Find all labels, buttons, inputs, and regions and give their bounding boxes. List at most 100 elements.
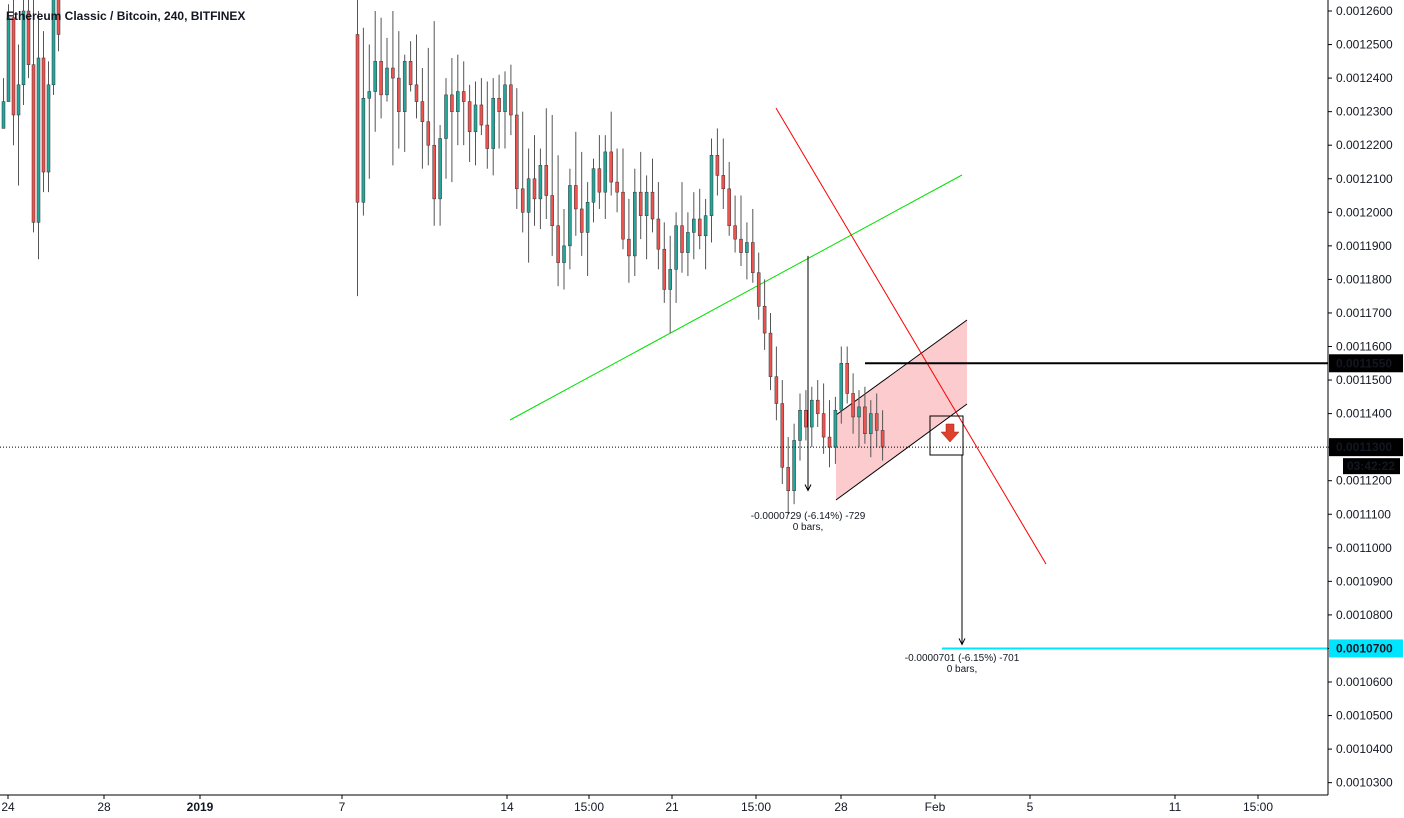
candle-body bbox=[874, 413, 879, 431]
price-tick-label: 0.0012600 bbox=[1336, 4, 1393, 18]
candle bbox=[479, 78, 484, 136]
resistance-level-label-bg bbox=[1329, 354, 1403, 373]
candle bbox=[733, 195, 737, 253]
candle bbox=[31, 0, 36, 233]
candle bbox=[821, 383, 826, 454]
candle bbox=[408, 41, 413, 92]
candle bbox=[467, 84, 472, 162]
time-tick-label: 14 bbox=[500, 800, 514, 814]
candle bbox=[686, 212, 690, 277]
candle bbox=[402, 54, 407, 152]
candle bbox=[751, 208, 755, 283]
candle-body bbox=[402, 61, 407, 112]
current-price-label: 0.0011300 bbox=[1336, 440, 1392, 454]
arrow-down-icon bbox=[940, 423, 960, 443]
price-tick-label: 0.0011700 bbox=[1336, 306, 1392, 320]
countdown-bg bbox=[1343, 458, 1400, 475]
candle-body bbox=[597, 168, 602, 193]
candle bbox=[638, 151, 643, 240]
candle bbox=[46, 61, 51, 193]
price-axis[interactable]: 0.0012600 0.0012500 0.0012400 0.0012300 0.00… bbox=[1327, 0, 1403, 795]
price-tick-label: 0.0010400 bbox=[1336, 742, 1393, 756]
candle bbox=[6, 4, 11, 102]
candle-body bbox=[644, 191, 649, 216]
candle-body bbox=[420, 101, 425, 122]
price-tick-label: 0.0012200 bbox=[1336, 138, 1393, 152]
candle-body bbox=[41, 57, 46, 173]
candle bbox=[697, 188, 702, 250]
time-axis[interactable]: 24 28 2019 7 14 15:00 21 15:00 28 Feb 5 11 15:00 bbox=[0, 794, 1328, 814]
channel-upper-line bbox=[835, 319, 968, 416]
candle bbox=[668, 235, 672, 334]
candle-body bbox=[615, 181, 619, 193]
candle bbox=[798, 393, 802, 461]
candle bbox=[627, 198, 631, 283]
candle bbox=[414, 34, 419, 119]
candle bbox=[703, 198, 708, 270]
candle-body bbox=[727, 188, 731, 226]
candle-body bbox=[544, 165, 549, 196]
candle-body bbox=[739, 238, 743, 253]
candle-body bbox=[509, 84, 513, 116]
price-tick-label: 0.0010500 bbox=[1336, 709, 1393, 723]
countdown-label: 03:42:22 bbox=[1347, 459, 1395, 473]
candle bbox=[491, 78, 495, 176]
candle-body bbox=[680, 225, 684, 253]
candle-body bbox=[432, 144, 436, 200]
candle bbox=[727, 161, 731, 236]
candle bbox=[391, 11, 395, 166]
candle-body bbox=[591, 168, 596, 203]
channel-lower-line bbox=[835, 403, 968, 501]
candle bbox=[426, 47, 431, 166]
candle-body bbox=[715, 155, 720, 176]
candle-body bbox=[579, 208, 584, 233]
measure-label-1: -0.0000729 (-6.14%) -729 bbox=[751, 511, 866, 522]
drawings-layer bbox=[509, 107, 1047, 565]
price-tick-label: 0.0010600 bbox=[1336, 675, 1393, 689]
candle bbox=[857, 390, 861, 448]
candle-body bbox=[733, 225, 737, 240]
candle-body bbox=[473, 104, 478, 133]
price-tick-label: 0.0010800 bbox=[1336, 608, 1393, 622]
candle-body bbox=[515, 114, 519, 190]
candle-body bbox=[562, 245, 566, 263]
candle-body bbox=[1, 101, 6, 129]
candle bbox=[544, 108, 549, 220]
candle-body bbox=[11, 17, 16, 116]
candle bbox=[815, 380, 820, 428]
candle bbox=[385, 37, 389, 102]
candle-body bbox=[397, 77, 401, 112]
candle-body bbox=[798, 409, 802, 441]
candle bbox=[863, 386, 867, 444]
price-tick-label: 0.0011900 bbox=[1336, 239, 1392, 253]
channel-fill bbox=[836, 320, 967, 500]
candle bbox=[538, 148, 543, 230]
price-tick-label: 0.0012400 bbox=[1336, 71, 1393, 85]
candle-body bbox=[26, 10, 31, 65]
candle bbox=[515, 88, 519, 209]
resistance-trendline bbox=[775, 107, 1047, 565]
candle bbox=[397, 31, 401, 149]
measure-bars-1: 0 bars, bbox=[793, 522, 824, 533]
candle-body bbox=[6, 17, 11, 102]
candle-body bbox=[385, 67, 389, 96]
candle-body bbox=[426, 121, 431, 146]
candle-body bbox=[851, 393, 855, 418]
candle-body bbox=[21, 10, 26, 86]
candle-body bbox=[786, 467, 790, 492]
time-tick-label: 28 bbox=[97, 800, 111, 814]
candle-body bbox=[461, 91, 466, 102]
candle-body bbox=[692, 218, 696, 233]
candle-body bbox=[367, 91, 372, 99]
candle bbox=[373, 11, 377, 132]
price-tick-label: 0.0011800 bbox=[1336, 272, 1392, 286]
candle bbox=[532, 135, 537, 226]
candle bbox=[361, 27, 366, 216]
time-tick-label: 15:00 bbox=[1243, 800, 1273, 814]
price-tick-label: 0.0011600 bbox=[1336, 340, 1392, 354]
support-trendline bbox=[509, 174, 963, 421]
candle bbox=[450, 57, 454, 183]
